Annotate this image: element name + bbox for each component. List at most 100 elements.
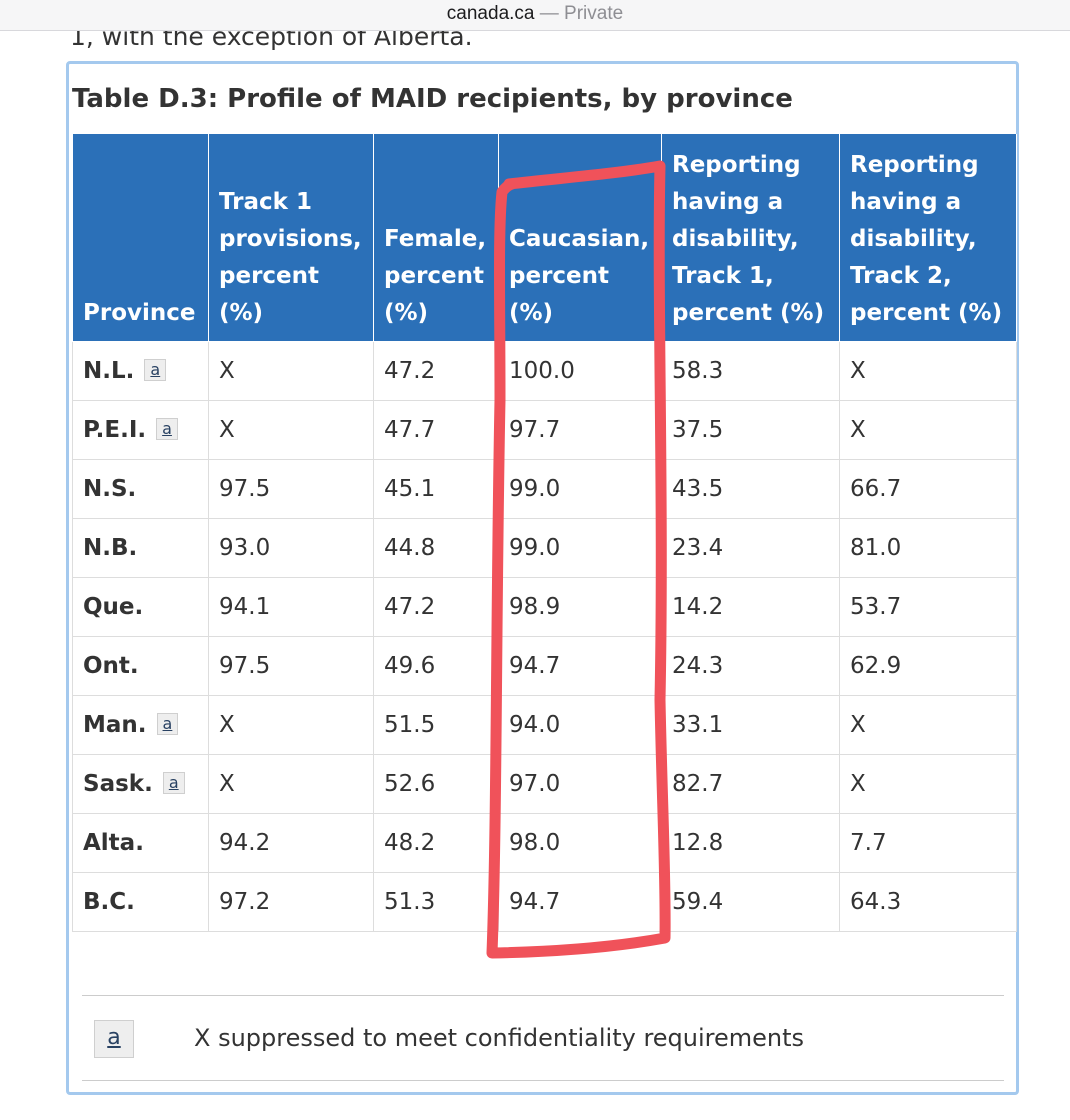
cell-province: N.B. <box>72 517 209 578</box>
cell-disability-track1: 12.8 <box>661 812 840 873</box>
cell-province: Que. <box>72 576 209 637</box>
cell-disability-track2: X <box>839 399 1017 460</box>
column-header-female: Female, percent (%) <box>373 134 499 342</box>
cell-province: Man. a <box>72 694 209 755</box>
province-name: Sask. <box>83 770 153 797</box>
column-header-caucasian: Caucasian, percent (%) <box>498 134 662 342</box>
cell-disability-track2: X <box>839 753 1017 814</box>
footnote-link[interactable]: a <box>156 417 178 440</box>
cell-disability-track2: 62.9 <box>839 635 1017 696</box>
header-row: Province Track 1 provisions, percent (%)… <box>72 134 1017 342</box>
table-row: N.S. 97.5 45.1 99.0 43.5 66.7 <box>72 458 1017 519</box>
province-name: Alta. <box>83 829 144 856</box>
cut-off-paragraph: 1, with the exception of Alberta. <box>70 22 473 51</box>
cell-female: 51.5 <box>373 694 499 755</box>
cell-disability-track1: 43.5 <box>661 458 840 519</box>
table-row: P.E.I. a X 47.7 97.7 37.5 X <box>72 399 1017 460</box>
cell-caucasian: 94.7 <box>498 871 662 932</box>
cell-disability-track2: X <box>839 694 1017 755</box>
cell-female: 52.6 <box>373 753 499 814</box>
cell-disability-track1: 82.7 <box>661 753 840 814</box>
cell-female: 45.1 <box>373 458 499 519</box>
cell-caucasian: 99.0 <box>498 458 662 519</box>
cell-female: 47.7 <box>373 399 499 460</box>
cell-disability-track1: 33.1 <box>661 694 840 755</box>
cell-province: Alta. <box>72 812 209 873</box>
table-panel: Table D.3: Profile of MAID recipients, b… <box>66 61 1019 1095</box>
footnote-link[interactable]: a <box>156 712 179 735</box>
province-name: N.L. <box>83 357 135 384</box>
cell-disability-track1: 14.2 <box>661 576 840 637</box>
cell-disability-track1: 37.5 <box>661 399 840 460</box>
cell-province: Ont. <box>72 635 209 696</box>
table-row: N.L. a X 47.2 100.0 58.3 X <box>72 340 1017 401</box>
cell-disability-track1: 23.4 <box>661 517 840 578</box>
cell-female: 51.3 <box>373 871 499 932</box>
cell-caucasian: 97.0 <box>498 753 662 814</box>
cell-caucasian: 98.9 <box>498 576 662 637</box>
column-header-disability-track2: Reporting having a disability, Track 2, … <box>839 134 1017 342</box>
footnote-link[interactable]: a <box>144 358 167 381</box>
cell-disability-track1: 24.3 <box>661 635 840 696</box>
cell-caucasian: 100.0 <box>498 340 662 401</box>
cell-caucasian: 94.0 <box>498 694 662 755</box>
footnote-link[interactable]: a <box>162 771 185 794</box>
footnote-key-link[interactable]: a <box>94 1020 134 1058</box>
province-name: Ont. <box>83 652 139 679</box>
cell-province: B.C. <box>72 871 209 932</box>
table-row: B.C. 97.2 51.3 94.7 59.4 64.3 <box>72 871 1017 932</box>
cell-caucasian: 94.7 <box>498 635 662 696</box>
cell-disability-track2: 64.3 <box>839 871 1017 932</box>
table-row: Sask. a X 52.6 97.0 82.7 X <box>72 753 1017 814</box>
table-row: Que. 94.1 47.2 98.9 14.2 53.7 <box>72 576 1017 637</box>
cell-track1: 97.5 <box>208 458 374 519</box>
column-header-track1: Track 1 provisions, percent (%) <box>208 134 374 342</box>
province-name: Man. <box>83 711 147 738</box>
cell-female: 49.6 <box>373 635 499 696</box>
cell-track1: 97.2 <box>208 871 374 932</box>
cell-disability-track2: 66.7 <box>839 458 1017 519</box>
cell-disability-track2: X <box>839 340 1017 401</box>
cell-track1: X <box>208 340 374 401</box>
cell-caucasian: 98.0 <box>498 812 662 873</box>
table-row: Ont. 97.5 49.6 94.7 24.3 62.9 <box>72 635 1017 696</box>
cell-caucasian: 99.0 <box>498 517 662 578</box>
table-caption: Table D.3: Profile of MAID recipients, b… <box>72 84 793 114</box>
cell-female: 47.2 <box>373 340 499 401</box>
province-name: B.C. <box>83 888 135 915</box>
cell-disability-track1: 58.3 <box>661 340 840 401</box>
table-row: Alta. 94.2 48.2 98.0 12.8 7.7 <box>72 812 1017 873</box>
cell-track1: 94.1 <box>208 576 374 637</box>
browser-address-bar[interactable]: canada.ca — Private <box>0 0 1070 31</box>
cell-female: 47.2 <box>373 576 499 637</box>
cell-track1: X <box>208 753 374 814</box>
private-mode-label: Private <box>564 3 624 24</box>
province-name: Que. <box>83 593 144 620</box>
cell-track1: X <box>208 399 374 460</box>
cell-disability-track2: 81.0 <box>839 517 1017 578</box>
cell-track1: X <box>208 694 374 755</box>
cell-disability-track2: 7.7 <box>839 812 1017 873</box>
column-header-province: Province <box>72 134 209 342</box>
province-name: N.S. <box>83 475 137 502</box>
cell-disability-track1: 59.4 <box>661 871 840 932</box>
table-notes: a X suppressed to meet confidentiality r… <box>82 995 1004 1081</box>
cell-female: 48.2 <box>373 812 499 873</box>
cell-track1: 93.0 <box>208 517 374 578</box>
url-domain: canada.ca <box>446 3 535 24</box>
cell-track1: 97.5 <box>208 635 374 696</box>
cell-province: N.L. a <box>72 340 209 401</box>
province-name: N.B. <box>83 534 138 561</box>
cell-province: Sask. a <box>72 753 209 814</box>
cell-female: 44.8 <box>373 517 499 578</box>
cell-track1: 94.2 <box>208 812 374 873</box>
column-header-disability-track1: Reporting having a disability, Track 1, … <box>661 134 840 342</box>
table-row: N.B. 93.0 44.8 99.0 23.4 81.0 <box>72 517 1017 578</box>
table-body: N.L. a X 47.2 100.0 58.3 X P.E.I. a X 47.7 97.7 37.5… <box>72 340 1017 932</box>
cell-province: P.E.I. a <box>72 399 209 460</box>
cell-province: N.S. <box>72 458 209 519</box>
url-separator: — <box>539 3 559 24</box>
table-row: Man. a X 51.5 94.0 33.1 X <box>72 694 1017 755</box>
cell-disability-track2: 53.7 <box>839 576 1017 637</box>
maid-profile-table: Province Track 1 provisions, percent (%)… <box>72 134 1017 932</box>
